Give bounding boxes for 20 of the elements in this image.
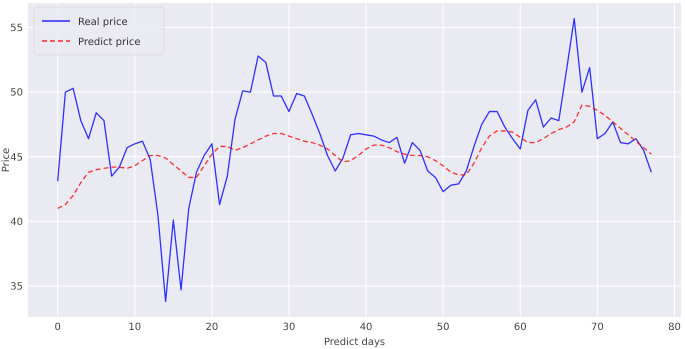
legend-label: Real price [78, 17, 128, 28]
x-tick-label: 50 [436, 322, 450, 333]
x-tick-label: 70 [590, 322, 604, 333]
y-tick-label: 40 [10, 216, 23, 228]
line-series [57, 104, 652, 210]
y-tick-label: 35 [10, 281, 23, 292]
x-axis-title: Predict days [324, 337, 386, 348]
x-tick-label: 0 [54, 322, 61, 333]
legend-label: Predict price [78, 37, 141, 48]
y-tick-label: 55 [10, 23, 23, 34]
x-tick-label: 20 [206, 322, 218, 333]
y-tick-label: 50 [10, 88, 23, 99]
y-axis-title: Price [1, 148, 12, 172]
x-tick-label: 80 [668, 322, 681, 333]
y-tick-label: 45 [10, 152, 23, 164]
line-series [57, 18, 652, 302]
x-tick-label: 10 [128, 322, 142, 333]
x-tick-label: 40 [360, 322, 372, 333]
x-tick-label: 30 [282, 322, 296, 333]
x-tick-label: 60 [514, 322, 527, 333]
